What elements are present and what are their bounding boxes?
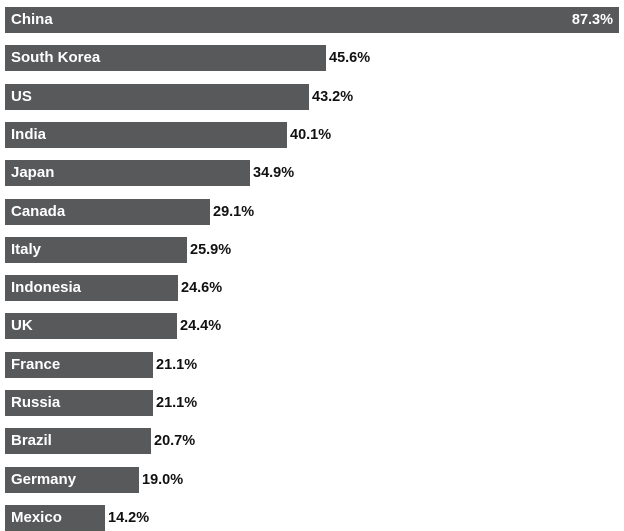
value-label: 40.1% — [290, 127, 332, 143]
category-label: Italy — [11, 241, 42, 258]
category-label: Canada — [11, 203, 66, 220]
category-label: UK — [11, 317, 33, 334]
bar — [5, 505, 105, 531]
category-label: South Korea — [11, 49, 101, 66]
bar-row: Germany 19.0% — [0, 467, 624, 493]
category-label: US — [11, 88, 32, 105]
category-label: Indonesia — [11, 279, 82, 296]
value-label: 24.4% — [180, 318, 222, 334]
bar — [5, 390, 153, 416]
bar-row: UK 24.4% — [0, 313, 624, 339]
value-label: 43.2% — [312, 89, 354, 105]
bar — [5, 313, 177, 339]
value-label: 29.1% — [213, 204, 255, 220]
bar-row: India 40.1% — [0, 122, 624, 148]
bar — [5, 45, 326, 71]
value-label: 21.1% — [156, 357, 198, 373]
bar — [5, 467, 139, 493]
value-label: 24.6% — [181, 280, 223, 296]
bar-row: South Korea 45.6% — [0, 45, 624, 71]
bar-row: US 43.2% — [0, 84, 624, 110]
value-label: 34.9% — [253, 165, 295, 181]
value-label: 20.7% — [154, 433, 196, 449]
category-label: Russia — [11, 394, 61, 411]
category-label: Brazil — [11, 432, 52, 449]
bar — [5, 84, 309, 110]
bar — [5, 275, 178, 301]
category-label: Germany — [11, 471, 77, 488]
bar — [5, 7, 619, 33]
category-label: Mexico — [11, 509, 62, 526]
bar — [5, 122, 287, 148]
value-label: 14.2% — [108, 510, 150, 526]
category-label: India — [11, 126, 47, 143]
bar — [5, 237, 187, 263]
bar-row: Indonesia 24.6% — [0, 275, 624, 301]
bar — [5, 428, 151, 454]
category-label: China — [11, 11, 53, 28]
bar — [5, 352, 153, 378]
bar-row: Canada 29.1% — [0, 199, 624, 225]
bar-row: Brazil 20.7% — [0, 428, 624, 454]
value-label: 19.0% — [142, 472, 184, 488]
bar-row: Italy 25.9% — [0, 237, 624, 263]
bar-row: China 87.3% — [0, 7, 624, 33]
value-label: 25.9% — [190, 242, 232, 258]
value-label: 45.6% — [329, 50, 371, 66]
category-label: Japan — [11, 164, 55, 181]
bar — [5, 199, 210, 225]
bar-row: Japan 34.9% — [0, 160, 624, 186]
value-label: 21.1% — [156, 395, 198, 411]
bar — [5, 160, 250, 186]
bar-row: France 21.1% — [0, 352, 624, 378]
category-label: France — [11, 356, 61, 373]
bar-row: Russia 21.1% — [0, 390, 624, 416]
value-label: 87.3% — [571, 12, 613, 28]
bar-row: Mexico 14.2% — [0, 505, 624, 531]
